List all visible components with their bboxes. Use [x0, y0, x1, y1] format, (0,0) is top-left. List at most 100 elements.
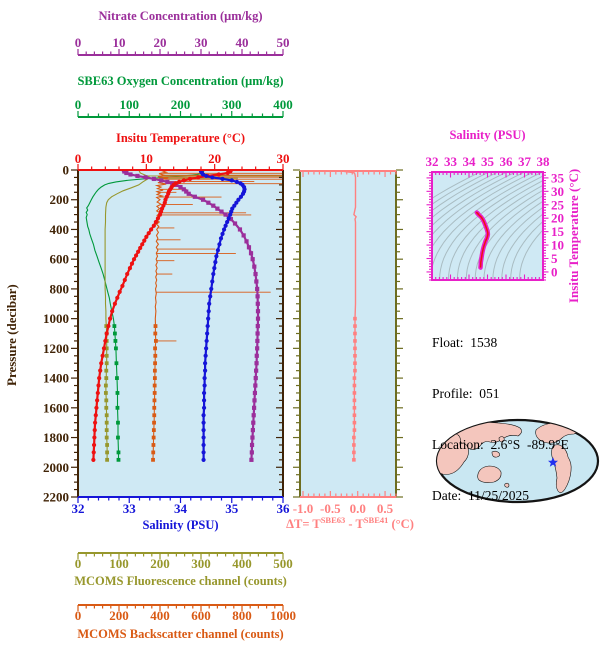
svg-text:25: 25: [551, 197, 565, 212]
svg-text:1000: 1000: [270, 608, 296, 623]
svg-text:0: 0: [75, 608, 82, 623]
delta-t-axes: -1.0 -0.5 0.0 0.5: [293, 169, 403, 516]
float-info-block: Float: 1538 Profile: 051 Location: 2.6°S…: [432, 300, 569, 538]
salinity-axis-title: Salinity (PSU): [142, 518, 219, 532]
svg-text:800: 800: [232, 608, 252, 623]
svg-text:15: 15: [551, 224, 565, 239]
svg-text:33: 33: [444, 154, 458, 169]
profile-plot-area: [78, 170, 283, 497]
svg-text:200: 200: [150, 556, 170, 571]
delta-t-label-mid: - T: [345, 517, 364, 532]
svg-text:0: 0: [75, 35, 82, 50]
svg-text:20: 20: [551, 211, 564, 226]
temperature-axis: 0 10 20 30: [75, 151, 290, 171]
profile-axes: 0200400600800100012001400160018002000220…: [43, 35, 296, 623]
series-oxygen: [85, 170, 205, 462]
float-info-profile: Profile: 051: [432, 386, 500, 401]
svg-text:20: 20: [154, 35, 167, 50]
svg-text:500: 500: [273, 556, 293, 571]
svg-text:0.0: 0.0: [350, 501, 366, 516]
svg-text:32: 32: [426, 154, 439, 169]
svg-text:400: 400: [50, 222, 70, 237]
svg-text:1200: 1200: [43, 341, 69, 356]
ts-curve: [474, 210, 491, 270]
series-temperature: [91, 170, 234, 462]
fluorescence-axis: 0 100 200 300 400 500: [75, 552, 293, 571]
svg-text:35: 35: [225, 501, 239, 516]
svg-text:400: 400: [232, 556, 252, 571]
float-info-float: Float: 1538: [432, 335, 498, 350]
svg-text:2000: 2000: [43, 460, 69, 475]
nitrate-axis-title: Nitrate Concentration (μm/kg): [98, 9, 263, 23]
svg-text:200: 200: [171, 97, 191, 112]
svg-text:200: 200: [109, 608, 129, 623]
delta-t-label-sup2: SBE41: [363, 515, 389, 525]
svg-text:32: 32: [72, 501, 85, 516]
float-location-star: [548, 457, 558, 467]
svg-text:-1.0: -1.0: [293, 501, 314, 516]
svg-text:0: 0: [551, 264, 558, 279]
svg-text:38: 38: [537, 154, 551, 169]
oxygen-axis-title: SBE63 Oxygen Concentration (μm/kg): [77, 74, 284, 88]
svg-text:10: 10: [551, 238, 564, 253]
world-map: [435, 418, 600, 504]
svg-text:400: 400: [273, 97, 293, 112]
svg-text:30: 30: [277, 151, 290, 166]
svg-text:0.5: 0.5: [377, 501, 394, 516]
delta-t-axis-label: ΔT= TSBE63 - TSBE41 (°C): [272, 515, 428, 532]
map-land-australia: [477, 465, 502, 483]
map-land-greenland: [573, 421, 586, 429]
map-land-new-zealand: [504, 482, 510, 488]
svg-text:40: 40: [236, 35, 249, 50]
float-info-date: Date: 11/25/2025: [432, 488, 530, 503]
svg-text:0: 0: [63, 163, 70, 178]
svg-text:300: 300: [191, 556, 211, 571]
svg-text:400: 400: [150, 608, 170, 623]
nitrate-axis: 0 10 20 30 40 50: [75, 35, 290, 56]
svg-text:30: 30: [551, 184, 564, 199]
series-backscatter: [151, 170, 283, 462]
map-land-japan: [498, 436, 505, 443]
svg-text:0: 0: [75, 556, 82, 571]
svg-text:36: 36: [277, 501, 291, 516]
svg-text:50: 50: [277, 35, 290, 50]
svg-text:800: 800: [50, 281, 70, 296]
svg-text:1800: 1800: [43, 430, 69, 445]
svg-text:34: 34: [174, 501, 188, 516]
svg-text:10: 10: [113, 35, 126, 50]
oxygen-axis: 0 100 200 300 400: [75, 97, 293, 118]
svg-text:35: 35: [551, 170, 565, 185]
svg-text:100: 100: [109, 556, 129, 571]
svg-text:0: 0: [75, 97, 82, 112]
profile-series: [85, 170, 283, 462]
svg-text:30: 30: [195, 35, 208, 50]
backscatter-axis: 0 200 400 600 800 1000: [75, 604, 296, 623]
svg-text:5: 5: [551, 251, 558, 266]
series-salinity: [198, 170, 247, 462]
svg-text:300: 300: [222, 97, 242, 112]
ts-temperature-axis-label: Insitu Temperature (°C): [566, 168, 581, 303]
svg-text:1000: 1000: [43, 311, 69, 326]
map-land-indonesia: [491, 450, 500, 458]
svg-text:100: 100: [120, 97, 140, 112]
svg-text:37: 37: [518, 154, 532, 169]
delta-t-label-prefix: ΔT= T: [286, 517, 321, 532]
salinity-axis: 32 33 34 35 36: [72, 496, 291, 516]
delta-t-label-sup1: SBE63: [320, 515, 346, 525]
svg-text:10: 10: [140, 151, 153, 166]
svg-text:2200: 2200: [43, 490, 69, 505]
svg-text:34: 34: [463, 154, 477, 169]
svg-text:200: 200: [50, 192, 70, 207]
delta-t-series: [342, 171, 357, 462]
delta-t-label-suffix: (°C): [388, 517, 414, 532]
backscatter-axis-title: MCOMS Backscatter channel (counts): [77, 627, 284, 641]
svg-text:0: 0: [75, 151, 82, 166]
float-info-location: Location: 2.6°S -89.9°E: [432, 437, 569, 452]
delta-t-plot-area: [300, 171, 396, 497]
svg-text:1600: 1600: [43, 400, 69, 415]
svg-text:1400: 1400: [43, 371, 69, 386]
svg-text:33: 33: [123, 501, 137, 516]
